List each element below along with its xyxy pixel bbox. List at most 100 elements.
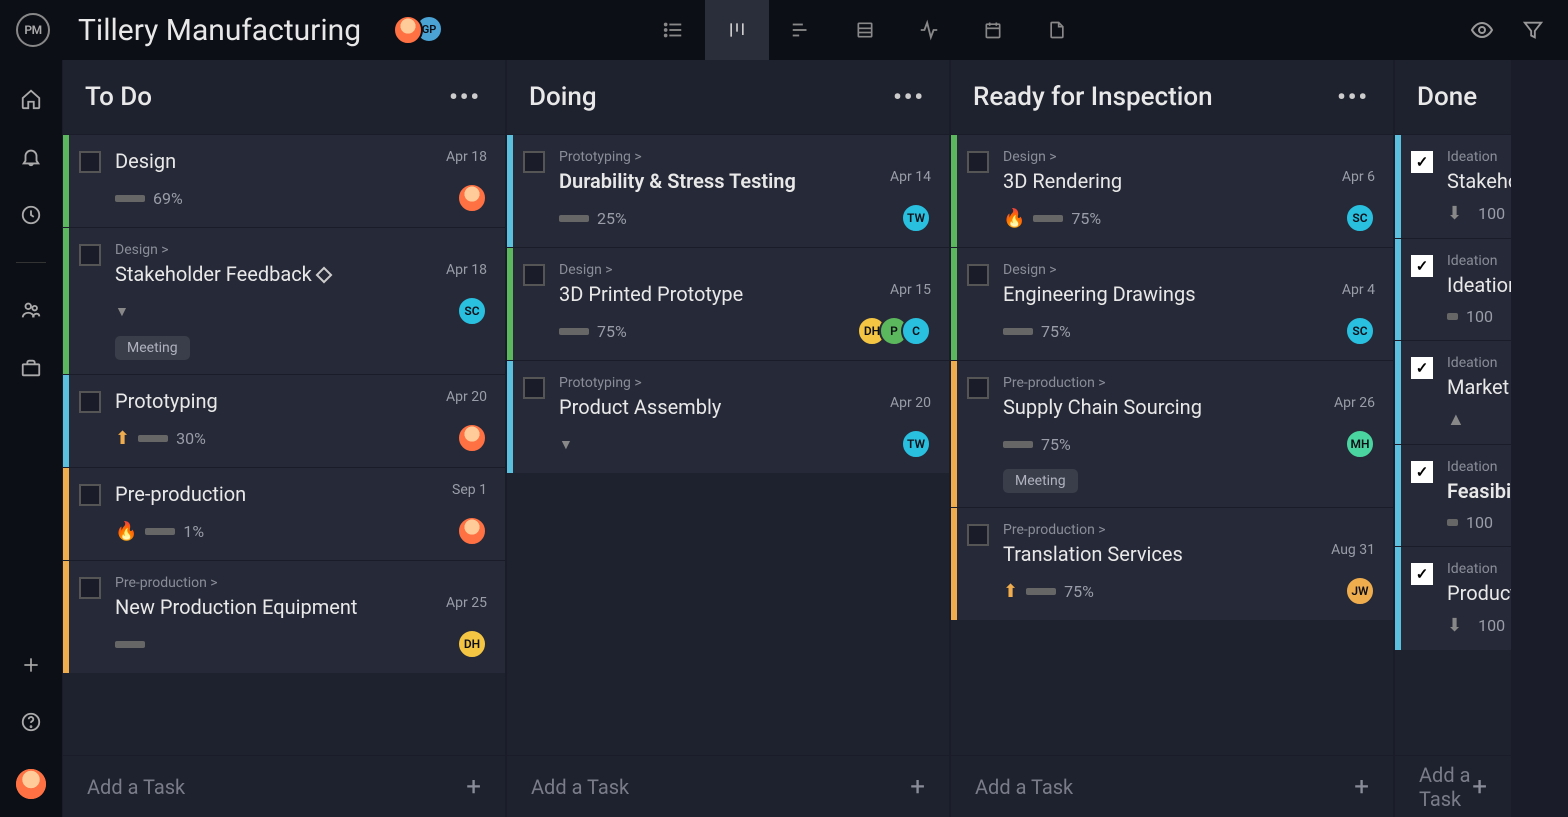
task-card[interactable]: Design >Engineering DrawingsApr 475%SC <box>951 247 1393 360</box>
avatar[interactable]: SC <box>457 296 487 326</box>
card-assignees[interactable]: SC <box>1345 203 1375 233</box>
task-card[interactable]: IdeationStakeholder⬇100 <box>1395 134 1511 238</box>
task-card[interactable]: IdeationProduct⬇100 <box>1395 546 1511 650</box>
card-title[interactable]: Feasibility <box>1447 479 1511 503</box>
home-icon[interactable] <box>20 88 42 110</box>
task-card[interactable]: Pre-production >Supply Chain SourcingApr… <box>951 360 1393 507</box>
plus-icon[interactable]: + <box>1354 772 1369 802</box>
card-title[interactable]: Product <box>1447 581 1511 605</box>
card-title[interactable]: Prototyping <box>115 389 218 413</box>
card-assignees[interactable]: DH <box>457 629 487 659</box>
card-title[interactable]: Engineering Drawings <box>1003 282 1196 306</box>
card-parent[interactable]: Design > <box>115 242 487 258</box>
view-sheet[interactable] <box>833 0 897 60</box>
card-assignees[interactable]: TW <box>901 429 931 459</box>
card-assignees[interactable] <box>457 516 487 546</box>
task-card[interactable]: Design >3D Printed PrototypeApr 1575%DHP… <box>507 247 949 360</box>
plus-icon[interactable]: + <box>1472 772 1487 802</box>
column-menu-icon[interactable]: ••• <box>449 83 481 111</box>
task-checkbox[interactable] <box>1411 255 1433 277</box>
task-card[interactable]: PrototypingApr 20⬆30% <box>63 374 505 467</box>
task-card[interactable]: Design >3D RenderingApr 6🔥75%SC <box>951 134 1393 247</box>
chevron-down-icon[interactable]: ▼ <box>559 436 573 453</box>
add-task-input[interactable]: Add a Task+ <box>63 755 505 817</box>
project-title[interactable]: Tillery Manufacturing <box>78 13 361 48</box>
avatar[interactable]: TW <box>901 429 931 459</box>
task-card[interactable]: Design >Stakeholder FeedbackApr 18▼SCMee… <box>63 227 505 374</box>
view-list[interactable] <box>641 0 705 60</box>
task-card[interactable]: Pre-productionSep 1🔥1% <box>63 467 505 560</box>
card-assignees[interactable] <box>457 183 487 213</box>
card-parent[interactable]: Design > <box>1003 262 1375 278</box>
card-parent[interactable]: Ideation <box>1447 561 1493 577</box>
avatar[interactable]: DH <box>457 629 487 659</box>
notifications-icon[interactable] <box>20 146 42 168</box>
card-title[interactable]: Pre-production <box>115 482 246 506</box>
card-title[interactable]: Market <box>1447 375 1509 399</box>
column-title[interactable]: Doing <box>529 82 597 112</box>
task-card[interactable]: IdeationIdeation100 <box>1395 238 1511 340</box>
card-tag[interactable]: Meeting <box>1003 469 1078 493</box>
chevron-down-icon[interactable]: ▼ <box>115 303 129 320</box>
plus-icon[interactable]: + <box>910 772 925 802</box>
column-title[interactable]: Done <box>1417 82 1477 112</box>
task-card[interactable]: Prototyping >Durability & Stress Testing… <box>507 134 949 247</box>
visibility-icon[interactable] <box>1470 18 1494 42</box>
task-checkbox[interactable] <box>523 377 545 399</box>
card-title[interactable]: Supply Chain Sourcing <box>1003 395 1202 419</box>
task-checkbox[interactable] <box>1411 357 1433 379</box>
add-task-input[interactable]: Add a Task+ <box>951 755 1393 817</box>
task-checkbox[interactable] <box>1411 461 1433 483</box>
card-parent[interactable]: Design > <box>1003 149 1375 165</box>
task-checkbox[interactable] <box>967 524 989 546</box>
filter-icon[interactable] <box>1522 18 1544 42</box>
card-title[interactable]: Ideation <box>1447 273 1511 297</box>
card-title[interactable]: Stakeholder Feedback <box>115 262 330 286</box>
task-card[interactable]: IdeationMarket▲ <box>1395 340 1511 444</box>
task-checkbox[interactable] <box>523 264 545 286</box>
card-assignees[interactable]: MH <box>1345 429 1375 459</box>
card-parent[interactable]: Ideation <box>1447 253 1493 269</box>
project-members[interactable]: GP <box>393 15 443 45</box>
card-assignees[interactable]: TW <box>901 203 931 233</box>
add-task-input[interactable]: Add a Task+ <box>507 755 949 817</box>
task-checkbox[interactable] <box>967 377 989 399</box>
card-parent[interactable]: Ideation <box>1447 149 1493 165</box>
task-card[interactable]: DesignApr 1869% <box>63 134 505 227</box>
task-card[interactable]: IdeationFeasibility100 <box>1395 444 1511 546</box>
avatar[interactable]: MH <box>1345 429 1375 459</box>
task-checkbox[interactable] <box>79 484 101 506</box>
task-checkbox[interactable] <box>1411 151 1433 173</box>
view-activity[interactable] <box>897 0 961 60</box>
avatar[interactable]: C <box>901 316 931 346</box>
app-logo[interactable]: PM <box>16 13 50 47</box>
card-title[interactable]: Durability & Stress Testing <box>559 169 796 193</box>
task-card[interactable]: Pre-production >New Production Equipment… <box>63 560 505 673</box>
add-task-input[interactable]: Add a Task+ <box>1395 755 1511 817</box>
card-parent[interactable]: Pre-production > <box>1003 522 1375 538</box>
column-title[interactable]: Ready for Inspection <box>973 82 1213 112</box>
portfolio-icon[interactable] <box>20 357 42 379</box>
card-title[interactable]: Design <box>115 149 176 173</box>
time-icon[interactable] <box>20 204 42 226</box>
card-parent[interactable]: Pre-production > <box>1003 375 1375 391</box>
card-parent[interactable]: Ideation <box>1447 459 1493 475</box>
task-checkbox[interactable] <box>1411 563 1433 585</box>
task-checkbox[interactable] <box>79 151 101 173</box>
view-board[interactable] <box>705 0 769 60</box>
column-menu-icon[interactable]: ••• <box>1337 83 1369 111</box>
card-parent[interactable]: Ideation <box>1447 355 1493 371</box>
avatar[interactable]: JW <box>1345 576 1375 606</box>
card-title[interactable]: 3D Rendering <box>1003 169 1122 193</box>
task-checkbox[interactable] <box>967 151 989 173</box>
task-checkbox[interactable] <box>79 391 101 413</box>
task-card[interactable]: Prototyping >Product AssemblyApr 20▼TW <box>507 360 949 473</box>
card-title[interactable]: 3D Printed Prototype <box>559 282 743 306</box>
task-card[interactable]: Pre-production >Translation ServicesAug … <box>951 507 1393 620</box>
card-title[interactable]: Product Assembly <box>559 395 721 419</box>
task-checkbox[interactable] <box>79 577 101 599</box>
add-icon[interactable] <box>21 655 41 675</box>
task-checkbox[interactable] <box>523 151 545 173</box>
card-assignees[interactable]: JW <box>1345 576 1375 606</box>
card-assignees[interactable]: SC <box>457 296 487 326</box>
